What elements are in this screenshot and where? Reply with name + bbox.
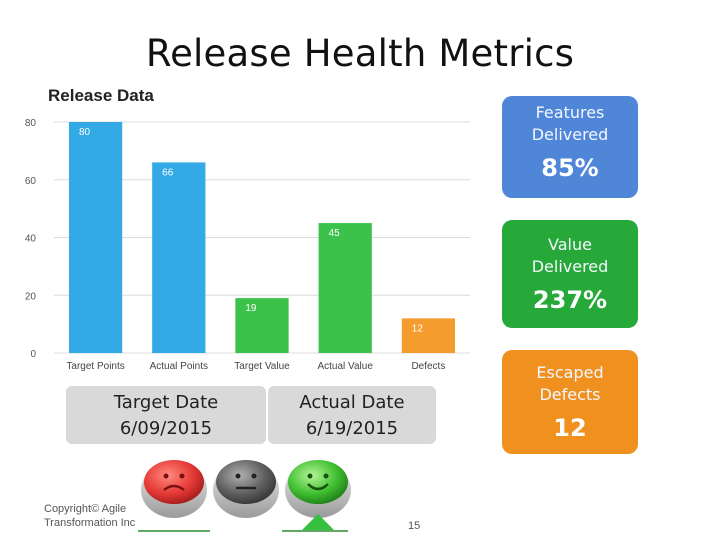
x-category-label: Target Value <box>234 361 290 372</box>
bar-value-label: 19 <box>245 303 257 314</box>
y-tick-label: 60 <box>25 176 37 187</box>
x-category-label: Target Points <box>66 361 124 372</box>
green-happy-light-icon <box>285 460 351 530</box>
copyright-text: Copyright© Agile Transformation Inc <box>44 502 154 530</box>
bar-value-label: 45 <box>329 228 341 239</box>
current-status-pointer-icon <box>302 514 334 530</box>
slide-title: Release Health Metrics <box>145 32 575 75</box>
bar-defects <box>401 318 456 353</box>
y-tick-label: 80 <box>25 118 37 129</box>
features-label-line2: Delivered <box>531 125 609 144</box>
bar-value-label: 80 <box>79 127 91 138</box>
y-tick-label: 40 <box>25 234 37 245</box>
gray-neutral-light-icon <box>213 460 279 518</box>
y-tick-label: 0 <box>30 349 36 360</box>
status-lights <box>138 460 351 532</box>
actual-date-value: 6/19/2015 <box>305 418 399 439</box>
escaped-defects-value: 12 <box>553 414 587 442</box>
target-date-box: Target Date 6/09/2015 <box>66 386 266 444</box>
defects-label-line2: Defects <box>539 385 601 404</box>
bar-target-points <box>68 122 123 353</box>
bar-target-value <box>235 298 289 353</box>
actual-date-box: Actual Date 6/19/2015 <box>268 386 436 444</box>
features-delivered-value: 85% <box>541 154 599 182</box>
copyright-line2: Transformation Inc <box>44 517 136 529</box>
bar-value-label: 66 <box>162 167 174 178</box>
features-label-line1: Features <box>535 103 605 122</box>
actual-date-label: Actual Date <box>299 392 405 413</box>
value-label-line1: Value <box>548 235 592 254</box>
value-label-line2: Delivered <box>531 257 609 276</box>
y-tick-label: 20 <box>25 291 37 302</box>
target-date-value: 6/09/2015 <box>119 418 213 439</box>
escaped-defects-card: Escaped Defects 12 <box>502 350 638 454</box>
page-number: 15 <box>408 520 421 532</box>
features-delivered-card: Features Delivered 85% <box>502 96 638 198</box>
value-delivered-value: 237% <box>532 286 608 314</box>
chart-title: Release Data <box>48 86 154 105</box>
x-category-label: Defects <box>411 361 445 372</box>
defects-label-line1: Escaped <box>536 363 604 382</box>
target-date-label: Target Date <box>113 392 219 413</box>
bar-actual-points <box>152 162 206 353</box>
copyright-line1: Copyright© Agile <box>44 503 127 515</box>
value-delivered-card: Value Delivered 237% <box>502 220 638 328</box>
bar-value-label: 12 <box>412 323 424 334</box>
x-category-label: Actual Points <box>150 361 208 372</box>
bar-actual-value <box>318 223 372 353</box>
red-sad-light-icon <box>141 460 207 518</box>
x-category-label: Actual Value <box>317 361 373 372</box>
